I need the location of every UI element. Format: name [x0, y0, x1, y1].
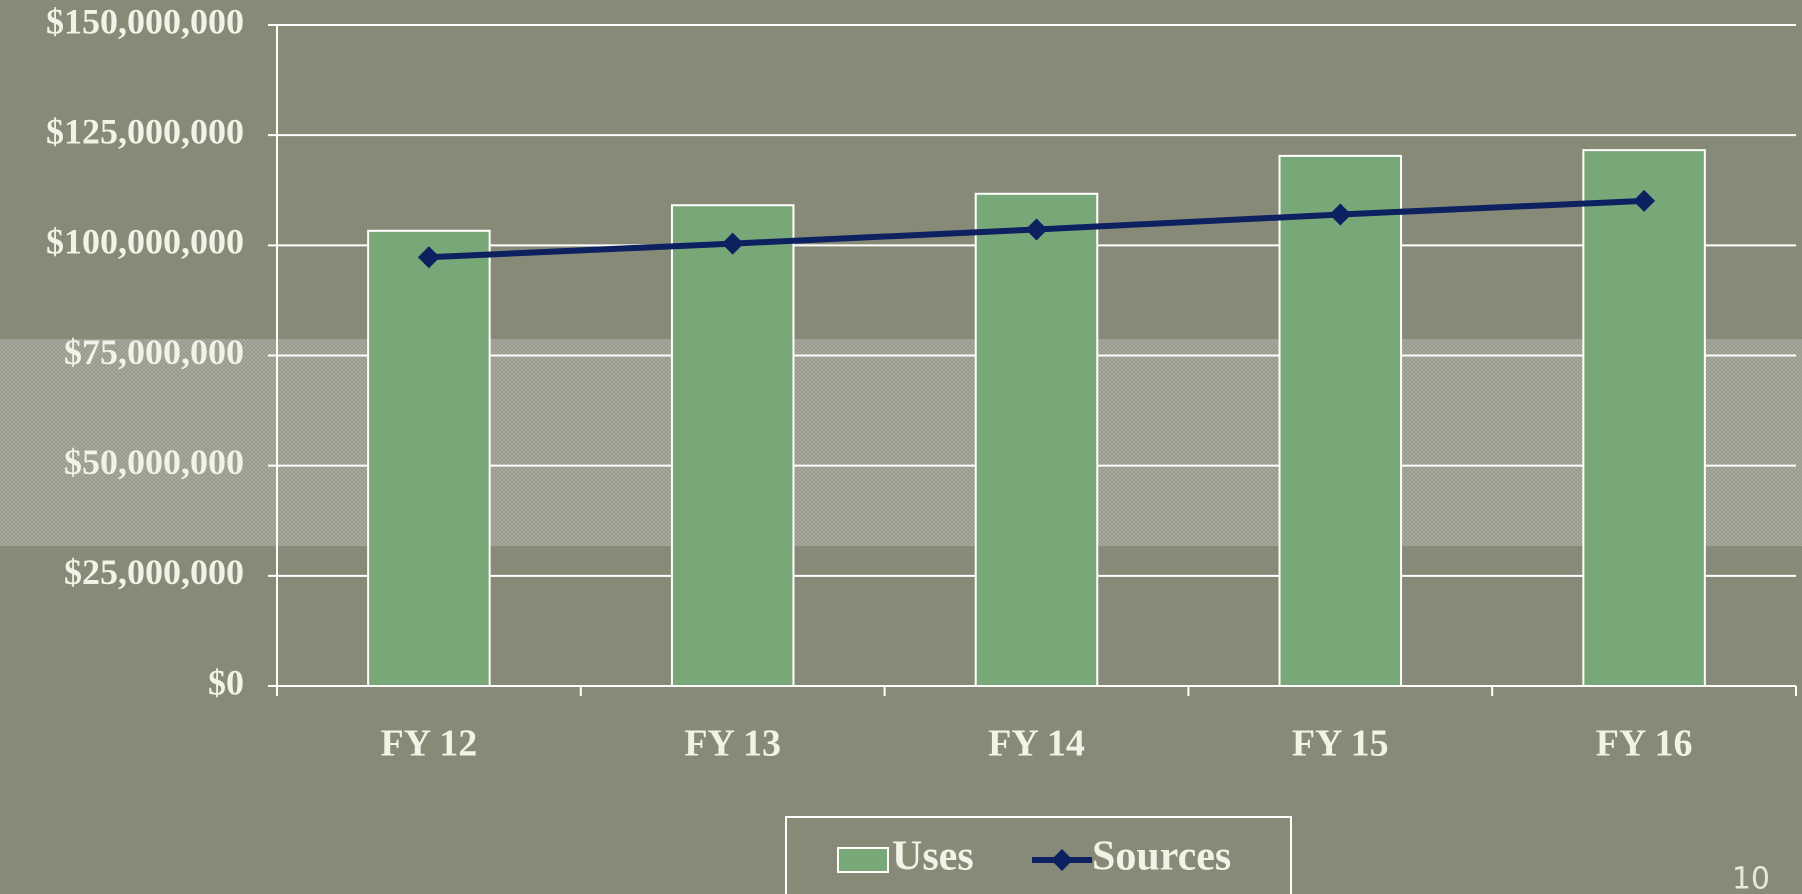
x-tick-label: FY 14	[988, 723, 1085, 765]
marker	[1329, 203, 1352, 226]
y-tick-label: $125,000,000	[46, 111, 244, 151]
page-number: 10	[1732, 862, 1770, 894]
y-tick-label: $100,000,000	[46, 222, 244, 262]
legend-swatch	[837, 847, 889, 873]
marker	[1025, 218, 1048, 241]
marker	[1633, 189, 1656, 212]
x-tick-label: FY 13	[684, 723, 781, 765]
marker	[721, 232, 744, 255]
bar	[1582, 149, 1706, 687]
y-tick-label: $0	[208, 662, 244, 702]
legend-marker	[1051, 849, 1073, 871]
y-tick-label: $75,000,000	[64, 332, 244, 372]
bar	[367, 229, 491, 688]
x-tick-label: FY 16	[1596, 723, 1693, 765]
x-tick-label: FY 15	[1292, 723, 1389, 765]
legend-box	[785, 816, 1292, 894]
y-tick-label: $150,000,000	[46, 1, 244, 41]
background-band	[0, 339, 1802, 546]
marker	[417, 246, 440, 269]
y-tick-label: $50,000,000	[64, 442, 244, 482]
legend-label: Uses	[892, 834, 974, 880]
legend-label: Sources	[1092, 834, 1231, 880]
bar	[670, 204, 795, 687]
bar	[974, 192, 1099, 687]
y-tick-label: $25,000,000	[64, 552, 244, 592]
x-tick-label: FY 12	[381, 723, 478, 765]
bar	[1278, 154, 1403, 688]
